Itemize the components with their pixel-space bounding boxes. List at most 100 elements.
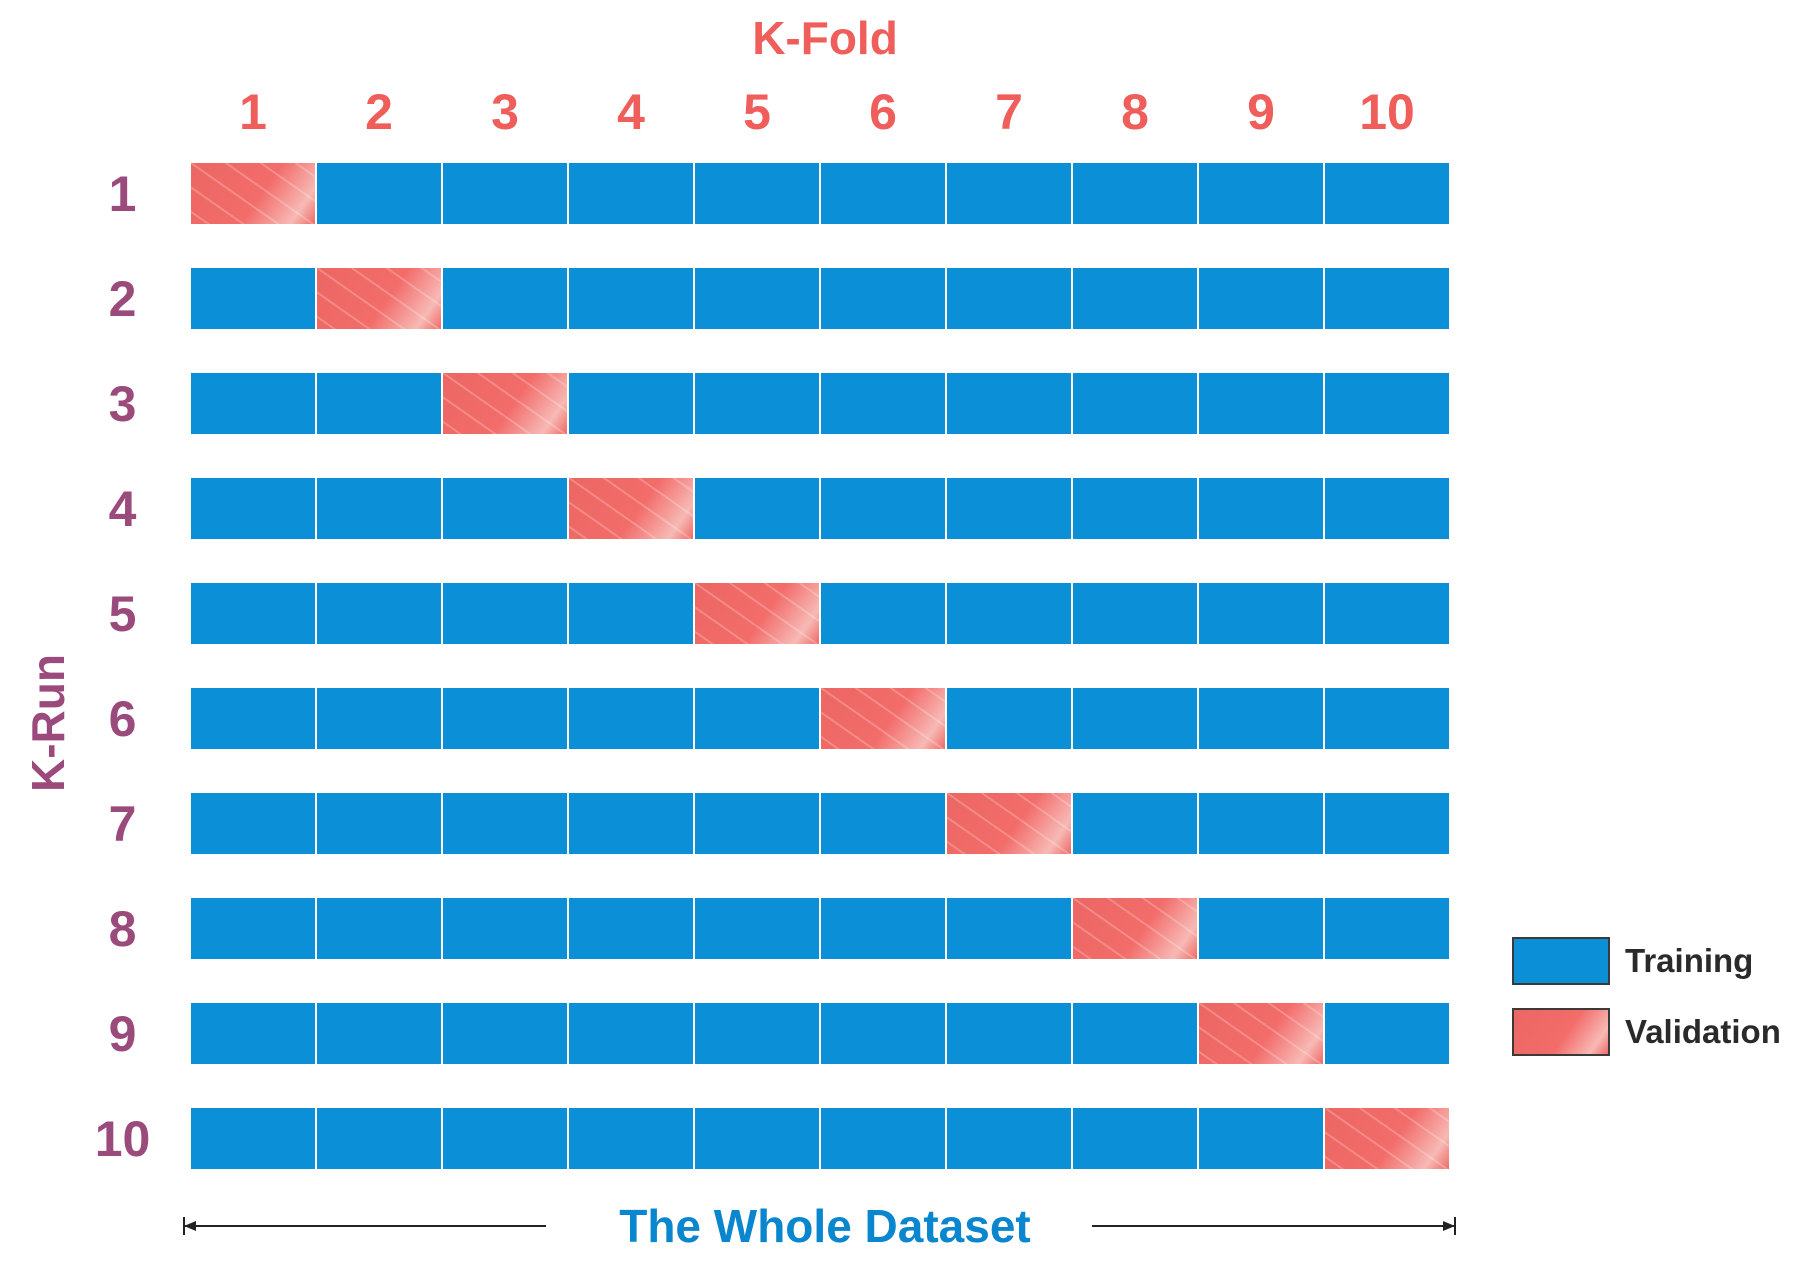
validation-cell-run10-fold10 bbox=[1325, 1108, 1449, 1169]
training-cell-run1-fold10 bbox=[1325, 163, 1449, 224]
training-cell-run4-fold6 bbox=[821, 478, 945, 539]
training-cell-run2-fold8 bbox=[1073, 268, 1197, 329]
training-cell-run6-fold4 bbox=[569, 688, 693, 749]
training-cell-run10-fold3 bbox=[443, 1108, 567, 1169]
training-cell-run9-fold4 bbox=[569, 1003, 693, 1064]
training-cell-run1-fold9 bbox=[1199, 163, 1323, 224]
k-fold-title: K-Fold bbox=[752, 12, 898, 64]
legend-training-swatch bbox=[1512, 937, 1610, 985]
run-number-8: 8 bbox=[108, 900, 137, 957]
run-number-6: 6 bbox=[108, 690, 137, 747]
training-cell-run3-fold1 bbox=[191, 373, 315, 434]
training-cell-run4-fold10 bbox=[1325, 478, 1449, 539]
training-cell-run6-fold10 bbox=[1325, 688, 1449, 749]
validation-cell-run7-fold7 bbox=[947, 793, 1071, 854]
training-cell-run6-fold9 bbox=[1199, 688, 1323, 749]
training-cell-run6-fold2 bbox=[317, 688, 441, 749]
legend-training-label: Training bbox=[1625, 942, 1754, 979]
run-row-9 bbox=[191, 1003, 1449, 1064]
run-row-1 bbox=[191, 163, 1449, 224]
training-cell-run8-fold10 bbox=[1325, 898, 1449, 959]
run-row-3 bbox=[191, 373, 1449, 434]
training-cell-run4-fold1 bbox=[191, 478, 315, 539]
training-cell-run2-fold3 bbox=[443, 268, 567, 329]
fold-number-4: 4 bbox=[617, 84, 645, 140]
whole-dataset-label: The Whole Dataset bbox=[619, 1200, 1031, 1252]
fold-number-10: 10 bbox=[1359, 84, 1415, 140]
training-cell-run6-fold5 bbox=[695, 688, 819, 749]
training-cell-run6-fold7 bbox=[947, 688, 1071, 749]
training-cell-run4-fold9 bbox=[1199, 478, 1323, 539]
training-cell-run10-fold6 bbox=[821, 1108, 945, 1169]
training-cell-run2-fold7 bbox=[947, 268, 1071, 329]
validation-cell-run4-fold4 bbox=[569, 478, 693, 539]
training-cell-run7-fold10 bbox=[1325, 793, 1449, 854]
training-cell-run10-fold5 bbox=[695, 1108, 819, 1169]
training-cell-run1-fold5 bbox=[695, 163, 819, 224]
fold-number-3: 3 bbox=[491, 84, 519, 140]
training-cell-run7-fold1 bbox=[191, 793, 315, 854]
training-cell-run8-fold5 bbox=[695, 898, 819, 959]
training-cell-run5-fold6 bbox=[821, 583, 945, 644]
training-cell-run10-fold9 bbox=[1199, 1108, 1323, 1169]
training-cell-run9-fold3 bbox=[443, 1003, 567, 1064]
training-cell-run3-fold6 bbox=[821, 373, 945, 434]
training-cell-run3-fold4 bbox=[569, 373, 693, 434]
training-cell-run2-fold5 bbox=[695, 268, 819, 329]
training-cell-run10-fold7 bbox=[947, 1108, 1071, 1169]
training-cell-run9-fold5 bbox=[695, 1003, 819, 1064]
training-cell-run6-fold1 bbox=[191, 688, 315, 749]
training-cell-run3-fold9 bbox=[1199, 373, 1323, 434]
training-cell-run9-fold6 bbox=[821, 1003, 945, 1064]
training-cell-run3-fold2 bbox=[317, 373, 441, 434]
training-cell-run1-fold6 bbox=[821, 163, 945, 224]
training-cell-run9-fold7 bbox=[947, 1003, 1071, 1064]
training-cell-run2-fold10 bbox=[1325, 268, 1449, 329]
training-cell-run7-fold8 bbox=[1073, 793, 1197, 854]
training-cell-run2-fold1 bbox=[191, 268, 315, 329]
training-cell-run9-fold2 bbox=[317, 1003, 441, 1064]
training-cell-run7-fold5 bbox=[695, 793, 819, 854]
run-number-1: 1 bbox=[108, 165, 137, 222]
training-cell-run10-fold2 bbox=[317, 1108, 441, 1169]
training-cell-run3-fold8 bbox=[1073, 373, 1197, 434]
training-cell-run8-fold4 bbox=[569, 898, 693, 959]
training-cell-run2-fold4 bbox=[569, 268, 693, 329]
legend-validation-swatch bbox=[1512, 1008, 1610, 1056]
training-cell-run6-fold3 bbox=[443, 688, 567, 749]
training-cell-run9-fold1 bbox=[191, 1003, 315, 1064]
validation-cell-run5-fold5 bbox=[695, 583, 819, 644]
training-cell-run5-fold3 bbox=[443, 583, 567, 644]
training-cell-run7-fold2 bbox=[317, 793, 441, 854]
training-cell-run8-fold2 bbox=[317, 898, 441, 959]
training-cell-run5-fold2 bbox=[317, 583, 441, 644]
training-cell-run2-fold9 bbox=[1199, 268, 1323, 329]
training-cell-run9-fold8 bbox=[1073, 1003, 1197, 1064]
training-cell-run10-fold4 bbox=[569, 1108, 693, 1169]
run-row-10 bbox=[191, 1108, 1449, 1169]
training-cell-run7-fold4 bbox=[569, 793, 693, 854]
training-cell-run5-fold10 bbox=[1325, 583, 1449, 644]
run-number-9: 9 bbox=[108, 1005, 137, 1062]
validation-cell-run8-fold8 bbox=[1073, 898, 1197, 959]
run-row-8 bbox=[191, 898, 1449, 959]
validation-cell-run6-fold6 bbox=[821, 688, 945, 749]
training-cell-run4-fold3 bbox=[443, 478, 567, 539]
training-cell-run1-fold4 bbox=[569, 163, 693, 224]
training-cell-run5-fold9 bbox=[1199, 583, 1323, 644]
run-number-10: 10 bbox=[94, 1110, 151, 1167]
run-row-5 bbox=[191, 583, 1449, 644]
training-cell-run10-fold1 bbox=[191, 1108, 315, 1169]
fold-number-7: 7 bbox=[995, 84, 1023, 140]
training-cell-run1-fold8 bbox=[1073, 163, 1197, 224]
training-cell-run5-fold8 bbox=[1073, 583, 1197, 644]
validation-cell-run3-fold3 bbox=[443, 373, 567, 434]
validation-cell-run1-fold1 bbox=[191, 163, 315, 224]
run-row-6 bbox=[191, 688, 1449, 749]
fold-number-8: 8 bbox=[1121, 84, 1149, 140]
run-number-4: 4 bbox=[108, 480, 137, 537]
training-cell-run8-fold6 bbox=[821, 898, 945, 959]
training-cell-run8-fold3 bbox=[443, 898, 567, 959]
dataset-span-right-arrowhead bbox=[1443, 1221, 1455, 1231]
training-cell-run8-fold9 bbox=[1199, 898, 1323, 959]
